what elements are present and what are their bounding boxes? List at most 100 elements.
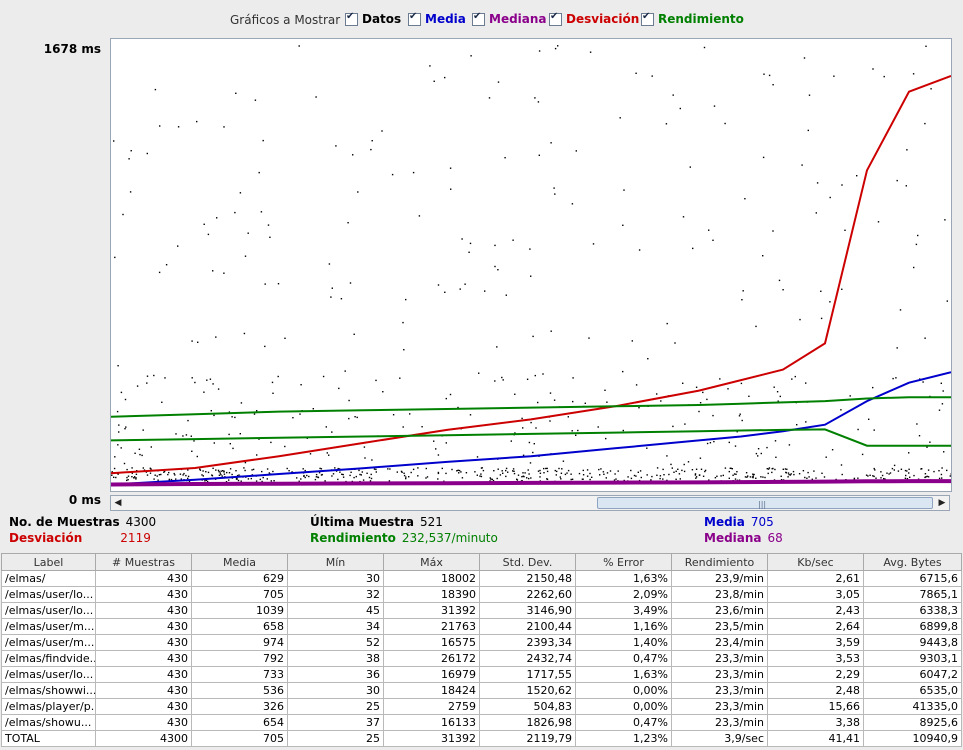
- datos-point: [780, 479, 783, 481]
- table-row[interactable]: /elmas/user/lo... 430 1039 45 31392 3146,90 3,…: [1, 602, 962, 619]
- datos-point: [396, 471, 398, 473]
- mediana-checkbox[interactable]: Mediana: [472, 11, 547, 26]
- stat-last-value: 521: [420, 515, 443, 529]
- datos-point: [206, 379, 208, 381]
- datos-point: [651, 75, 653, 77]
- table-row[interactable]: /elmas/findvide... 430 792 38 26172 2432,74 0,…: [1, 650, 962, 667]
- datos-point: [405, 477, 407, 480]
- table-row[interactable]: /elmas/user/lo... 430 705 32 18390 2262,60 2,0…: [1, 586, 962, 603]
- datos-point: [546, 470, 549, 473]
- scroll-left-icon[interactable]: ◀: [114, 498, 122, 508]
- table-cell: 705: [191, 586, 288, 603]
- datos-point: [938, 470, 940, 472]
- datos-point: [468, 251, 470, 253]
- datos-point: [207, 233, 210, 236]
- datos-point: [656, 393, 658, 395]
- datos-point: [588, 337, 590, 339]
- datos-point: [794, 375, 796, 378]
- datos-point: [284, 337, 286, 339]
- column-header[interactable]: % Error: [575, 553, 672, 571]
- datos-point: [207, 471, 210, 474]
- table-cell: 326: [191, 698, 288, 715]
- datos-point: [908, 452, 910, 454]
- desviacion-checkbox[interactable]: Desviación: [549, 11, 639, 26]
- datos-point: [492, 479, 495, 482]
- scroll-thumb[interactable]: |||: [597, 497, 933, 509]
- datos-point: [235, 478, 238, 480]
- graph-horizontal-scrollbar[interactable]: ◀ ||| ▶: [110, 495, 950, 511]
- checkbox-check-icon[interactable]: [472, 11, 485, 26]
- column-header[interactable]: Máx: [383, 553, 480, 571]
- datos-point: [825, 456, 827, 458]
- datos-point: [924, 337, 926, 339]
- column-header[interactable]: Label: [1, 553, 96, 571]
- checkbox-check-icon[interactable]: [345, 11, 358, 26]
- datos-point: [247, 232, 249, 234]
- datos-point: [893, 464, 896, 467]
- datos-checkbox[interactable]: Datos: [345, 11, 401, 26]
- table-row[interactable]: /elmas/player/p... 430 326 25 2759 504,83 0,00…: [1, 698, 962, 715]
- datos-point: [532, 451, 534, 454]
- rendimiento-checkbox[interactable]: Rendimiento: [641, 11, 744, 26]
- table-row[interactable]: /elmas/user/m... 430 974 52 16575 2393,34 1,40…: [1, 634, 962, 651]
- datos-point: [716, 475, 718, 477]
- column-header[interactable]: Std. Dev.: [479, 553, 576, 571]
- datos-point: [764, 476, 766, 479]
- scroll-right-icon[interactable]: ▶: [938, 498, 946, 508]
- datos-point: [156, 475, 158, 477]
- column-header[interactable]: Rendimiento: [671, 553, 768, 571]
- datos-point: [785, 471, 787, 474]
- datos-point: [347, 222, 349, 224]
- table-row[interactable]: /elmas/showu... 430 654 37 16133 1826,98 0,47%…: [1, 714, 962, 731]
- datos-point: [778, 279, 781, 282]
- stat-mediana-value: 68: [767, 531, 783, 545]
- column-header[interactable]: # Muestras: [95, 553, 192, 571]
- column-header[interactable]: Mín: [287, 553, 384, 571]
- table-cell: 658: [191, 618, 288, 635]
- column-header[interactable]: Media: [191, 553, 288, 571]
- checkbox-check-icon[interactable]: [549, 11, 562, 26]
- table-cell: /elmas/user/lo...: [1, 602, 96, 619]
- datos-point: [755, 325, 757, 328]
- stat-rendimiento: Rendimiento 232,537/minuto: [310, 531, 498, 545]
- datos-point: [267, 224, 270, 226]
- datos-point: [940, 382, 942, 384]
- datos-point: [709, 442, 712, 444]
- datos-point: [897, 470, 900, 472]
- datos-point: [177, 126, 180, 128]
- datos-point: [337, 467, 339, 470]
- column-header[interactable]: Avg. Bytes: [863, 553, 962, 571]
- table-cell: 41335,0: [863, 698, 962, 715]
- table-cell: 21763: [383, 618, 480, 635]
- datos-point: [582, 478, 584, 480]
- table-row[interactable]: TOTAL 4300 705 25 31392 2119,79 1,23% 3,9/sec 41…: [1, 730, 962, 747]
- table-row[interactable]: /elmas/430 629 30 18002 2150,48 1,63% 23,9/min…: [1, 570, 962, 587]
- datos-point: [791, 378, 793, 380]
- datos-point: [751, 476, 754, 478]
- checkbox-check-icon[interactable]: [641, 11, 654, 26]
- datos-point: [437, 471, 440, 474]
- datos-point: [512, 468, 515, 470]
- table-cell: 504,83: [479, 698, 576, 715]
- table-row[interactable]: /elmas/user/m... 430 658 34 21763 2100,44 1,16…: [1, 618, 962, 635]
- table-row[interactable]: /elmas/user/lo... 430 733 36 16979 1717,55 1,6…: [1, 666, 962, 683]
- datos-point: [154, 474, 156, 476]
- datos-point: [362, 479, 365, 481]
- datos-point: [567, 416, 569, 418]
- table-row[interactable]: /elmas/showwi... 430 536 30 18424 1520,62 0,00…: [1, 682, 962, 699]
- datos-point: [521, 476, 523, 478]
- datos-point: [266, 478, 268, 480]
- datos-point: [271, 381, 274, 384]
- column-header[interactable]: Kb/sec: [767, 553, 864, 571]
- datos-point: [113, 140, 115, 142]
- datos-point: [528, 477, 530, 480]
- summary-stats: No. de Muestras 4300 Última Muestra 521 Me…: [0, 512, 963, 548]
- graph-legend: Gráficos a Mostrar Datos Media Mediana D…: [0, 6, 963, 32]
- datos-point: [943, 451, 945, 453]
- media-checkbox[interactable]: Media: [408, 11, 466, 26]
- table-cell: 45: [287, 602, 384, 619]
- datos-point: [712, 414, 714, 417]
- checkbox-check-icon[interactable]: [408, 11, 421, 26]
- datos-point: [913, 474, 915, 477]
- datos-point: [505, 467, 508, 470]
